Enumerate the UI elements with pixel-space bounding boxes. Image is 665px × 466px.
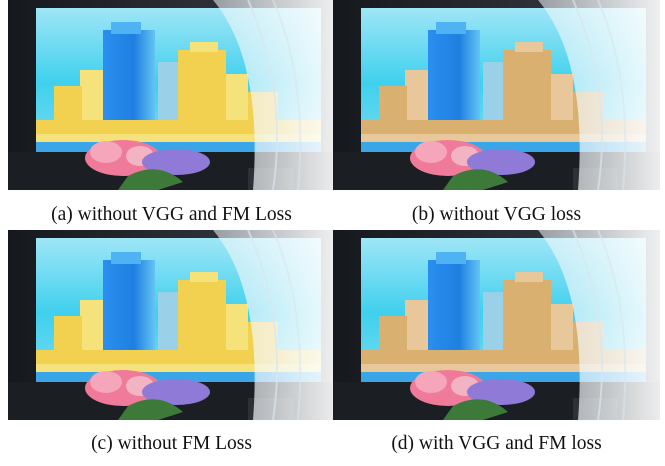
panel-c-caption: (c) without FM Loss (91, 433, 252, 454)
panel-c-image (8, 230, 335, 420)
panel-a-image (8, 0, 335, 190)
panel-a-caption: (a) without VGG and FM Loss (51, 204, 292, 225)
panel-d-caption: (d) with VGG and FM loss (391, 433, 602, 454)
panel-d-image (333, 230, 660, 420)
panel-b-image (333, 0, 660, 190)
panel-b-caption: (b) without VGG loss (411, 204, 582, 225)
